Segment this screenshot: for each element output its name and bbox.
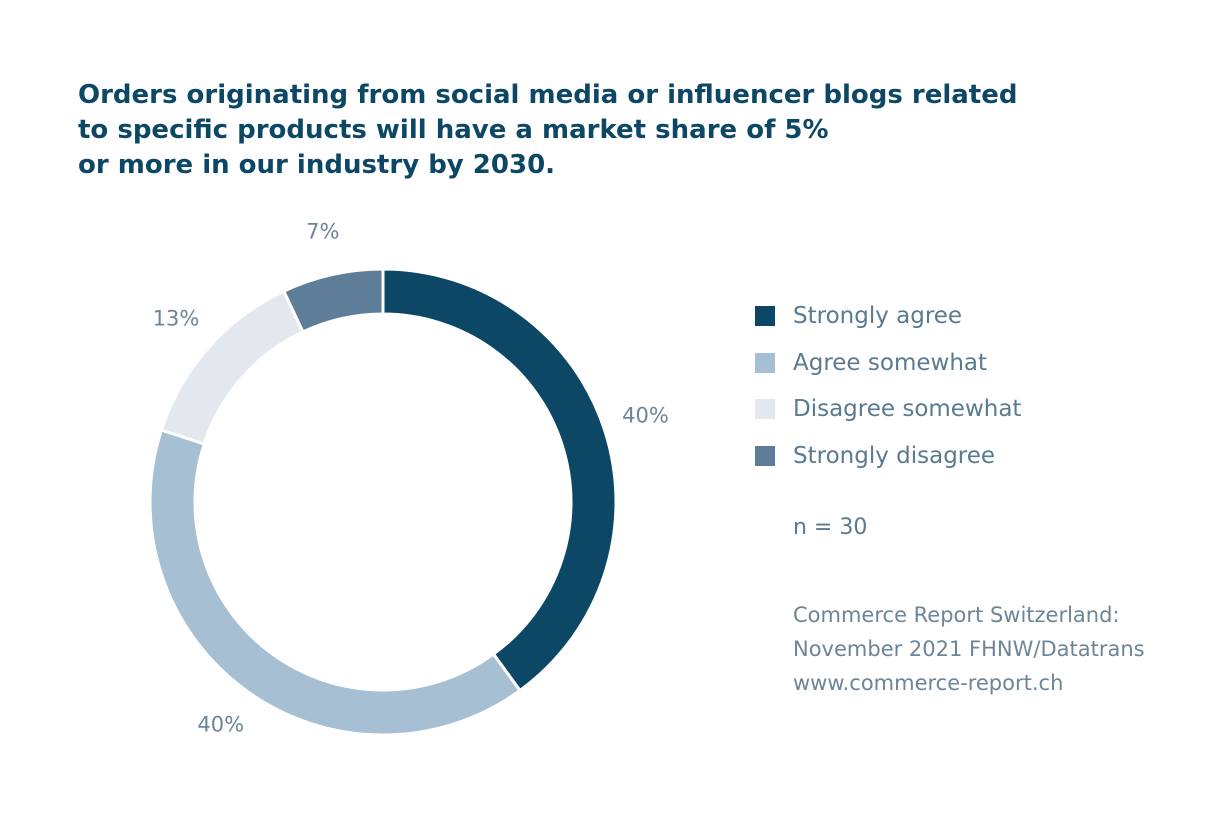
source-line-1: Commerce Report Switzerland: <box>793 603 1120 627</box>
title-line-1: Orders originating from social media or … <box>78 80 1018 110</box>
data-label-strongly-disagree: 7% <box>306 220 339 244</box>
legend-label-disagree-somewhat: Disagree somewhat <box>793 396 1022 422</box>
legend-swatch-agree-somewhat <box>755 352 775 373</box>
data-label-agree-somewhat: 40% <box>197 712 244 736</box>
legend-swatch-strongly-disagree <box>755 445 775 466</box>
sample-size-note: n = 30 <box>793 515 868 540</box>
donut-slice-strongly-disagree <box>281 267 385 334</box>
chart-title: Orders originating from social media or … <box>78 78 1018 183</box>
legend-swatch-strongly-agree <box>755 306 775 326</box>
legend-label-agree-somewhat: Agree somewhat <box>793 349 988 376</box>
source-line-3: www.commerce-report.ch <box>793 671 1064 695</box>
donut-slice-agree-somewhat <box>148 428 523 737</box>
source-line-2: November 2021 FHNW/Datatrans <box>793 637 1145 661</box>
title-line-3: or more in our industry by 2030. <box>78 150 556 180</box>
legend-label-strongly-disagree: Strongly disagree <box>793 442 996 469</box>
source-credit: Commerce Report Switzerland: November 20… <box>793 598 1145 700</box>
legend-label-strongly-agree: Strongly agree <box>793 303 963 329</box>
title-line-2: to specific products will have a market … <box>78 115 829 145</box>
data-label-disagree-somewhat: 13% <box>153 306 200 330</box>
data-label-strongly-agree: 40% <box>622 404 669 428</box>
donut-slice-strongly-agree <box>381 267 618 693</box>
legend-swatch-disagree-somewhat <box>755 399 775 419</box>
